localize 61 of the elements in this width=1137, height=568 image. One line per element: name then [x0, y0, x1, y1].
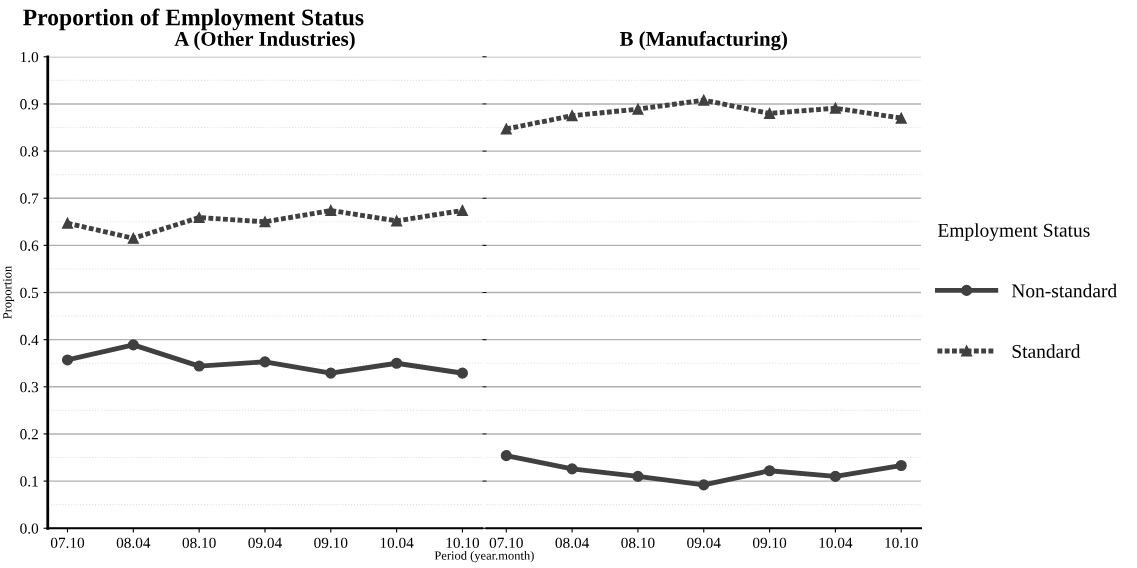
- y-tick-label: 0.4: [20, 334, 39, 346]
- point: [829, 470, 841, 482]
- point: [61, 217, 74, 229]
- x-tick-label: 09.04: [248, 537, 282, 549]
- y-tick-label: 0.8: [20, 146, 39, 157]
- chart-title: Proportion of Employment Status: [23, 8, 364, 31]
- point: [391, 215, 403, 227]
- point: [698, 94, 710, 106]
- y-tick-label: 0.3: [20, 381, 39, 393]
- x-tick-label: 08.04: [116, 537, 151, 549]
- point: [193, 212, 205, 224]
- x-tick-label: 09.10: [314, 537, 348, 549]
- legend-label: Non-standard: [1011, 283, 1117, 298]
- point: [764, 465, 776, 477]
- point: [698, 479, 710, 491]
- point: [456, 367, 468, 379]
- point: [61, 354, 74, 366]
- point: [566, 463, 578, 475]
- x-tick-label: 08.10: [621, 537, 655, 549]
- point: [259, 356, 271, 368]
- y-tick-label: 0.1: [20, 476, 38, 487]
- y-axis-title: Proportion: [3, 265, 15, 319]
- point: [193, 360, 205, 372]
- x-tick-label: 10.10: [446, 537, 480, 549]
- point: [632, 103, 644, 115]
- y-tick-label: 0.9: [20, 99, 39, 110]
- x-tick-label: 10.04: [819, 537, 853, 549]
- point: [391, 357, 403, 369]
- chart-subtitle: B (Manufacturing): [619, 31, 788, 51]
- x-tick-label: 07.10: [489, 537, 523, 549]
- point: [127, 232, 139, 244]
- point: [500, 123, 512, 135]
- point: [325, 367, 337, 379]
- y-tick-label: 0.2: [20, 429, 38, 440]
- y-tick-label: 0.6: [20, 240, 39, 251]
- x-tick-label: 10.10: [885, 537, 918, 549]
- point: [259, 216, 271, 228]
- point: [325, 204, 337, 217]
- y-tick-label: 0.7: [20, 193, 39, 204]
- point: [895, 112, 907, 124]
- x-tick-label: 07.10: [50, 537, 85, 549]
- point: [500, 450, 512, 462]
- x-tick-label: 09.10: [752, 537, 787, 549]
- point: [764, 107, 776, 119]
- point: [127, 339, 139, 351]
- x-tick-label: 10.04: [380, 537, 414, 549]
- chart-subtitle: A (Other Industries): [174, 31, 355, 51]
- point: [829, 102, 841, 114]
- y-tick-label: 0.0: [20, 523, 39, 534]
- x-axis-title: Period (year.month): [434, 550, 534, 563]
- point: [456, 204, 468, 217]
- y-tick-label: 0.5: [20, 287, 39, 299]
- x-tick-label: 08.04: [555, 537, 590, 549]
- point: [632, 470, 644, 482]
- legend-label: Standard: [1012, 344, 1081, 358]
- point: [895, 459, 907, 472]
- y-tick-label: 1.0: [20, 51, 39, 63]
- legend-title: Employment Status: [938, 223, 1090, 241]
- x-tick-label: 09.04: [687, 537, 721, 549]
- x-tick-label: 08.10: [182, 537, 216, 549]
- point: [566, 110, 578, 122]
